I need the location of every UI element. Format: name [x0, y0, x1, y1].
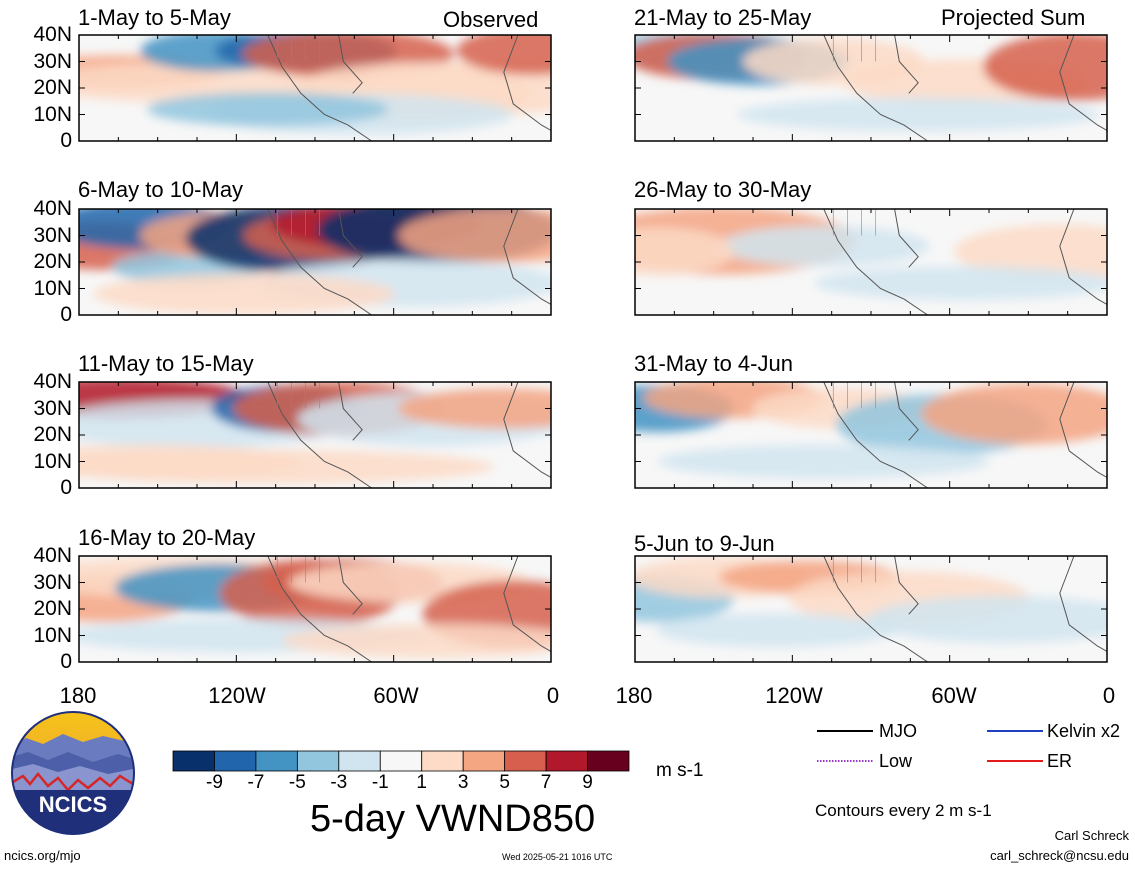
colorbar-label: 7 — [540, 772, 552, 793]
colorbar-label: -7 — [247, 772, 265, 793]
colorbar-label: -9 — [206, 772, 223, 793]
map-panel-right-2 — [635, 209, 1107, 315]
main-title: 5-day VWND850 — [310, 798, 596, 840]
map-panel-left-4 — [79, 556, 551, 662]
colorbar-label: 3 — [457, 772, 469, 793]
footer-email[interactable]: carl_schreck@ncsu.edu — [990, 848, 1129, 863]
footer-author: Carl Schreck — [1054, 828, 1129, 843]
y-tick-left-row1-3: 10N — [33, 102, 72, 126]
x-tick-60w-left: 60W — [373, 683, 419, 708]
panel-title-6: 26-May to 30-May — [634, 177, 812, 202]
panel-title-2: 6-May to 10-May — [78, 177, 244, 202]
y-tick-left-row3-2: 20N — [33, 423, 72, 446]
x-tick-0-left: 0 — [546, 683, 560, 708]
y-tick-left-row1-2: 20N — [33, 76, 72, 99]
y-tick-left-row3-1: 30N — [33, 396, 72, 420]
legend-note: Contours every 2 m s-1 — [815, 801, 992, 820]
y-tick-left-row4-3: 10N — [33, 623, 72, 647]
colorbar-swatch — [421, 750, 464, 772]
x-tick-0-right: 0 — [1102, 683, 1116, 708]
colorbar-swatch — [255, 750, 298, 772]
panel-title-4: 16-May to 20-May — [78, 525, 256, 550]
colorbar-swatch — [587, 750, 630, 772]
y-tick-left-row2-4: 0 — [60, 303, 72, 326]
x-tick-120w-right: 120W — [765, 683, 823, 708]
colorbar-swatch — [504, 750, 547, 772]
panel-title-5: 21-May to 25-May — [634, 5, 812, 30]
legend-kelvin-label: Kelvin x2 — [1047, 721, 1121, 741]
panel-title-8: 5-Jun to 9-Jun — [634, 531, 775, 556]
projected-label: Projected Sum — [941, 5, 1086, 30]
panel-title-1: 1-May to 5-May — [78, 5, 231, 30]
y-tick-left-row4-0: 40N — [33, 544, 72, 567]
colorbar-swatch — [172, 750, 215, 772]
map-panel-left-3 — [79, 382, 551, 488]
colorbar-swatch — [338, 750, 381, 772]
x-tick-60w-right: 60W — [931, 683, 977, 708]
y-tick-left-row1-1: 30N — [33, 49, 72, 73]
y-tick-left-row2-2: 20N — [33, 250, 72, 273]
colorbar-swatch — [214, 750, 257, 772]
legend-low-label: Low — [879, 751, 913, 771]
panel-title-7: 31-May to 4-Jun — [634, 351, 793, 376]
colorbar-label: -1 — [371, 772, 389, 793]
map-panels — [78, 34, 1108, 663]
y-tick-left-row4-1: 30N — [33, 570, 72, 594]
y-tick-left-row2-1: 30N — [33, 223, 72, 247]
colorbar-label: -5 — [288, 772, 306, 793]
map-panel-right-1 — [635, 35, 1107, 141]
colorbar — [172, 750, 630, 772]
y-tick-left-row1-0: 40N — [33, 23, 72, 46]
ncics-logo: NCICS — [11, 711, 135, 835]
y-tick-left-row4-4: 0 — [60, 650, 72, 673]
y-tick-left-row2-3: 10N — [33, 276, 72, 300]
colorbar-label: 1 — [416, 772, 427, 793]
y-tick-left-row3-0: 40N — [33, 370, 72, 393]
y-tick-left-row2-0: 40N — [33, 197, 72, 220]
panel-title-3: 11-May to 15-May — [78, 351, 254, 376]
y-tick-left-row1-4: 0 — [60, 129, 72, 152]
footer-timestamp: Wed 2025-05-21 1016 UTC — [502, 852, 613, 862]
colorbar-label: -3 — [330, 772, 348, 793]
observed-label: Observed — [443, 7, 539, 32]
footer-site[interactable]: ncics.org/mjo — [4, 848, 81, 863]
map-panel-left-2 — [79, 209, 551, 315]
legend-mjo-label: MJO — [879, 721, 917, 741]
y-tick-left-row3-3: 10N — [33, 449, 72, 473]
colorbar-swatch — [296, 750, 340, 772]
x-tick-120w-left: 120W — [208, 683, 266, 708]
legend-lines — [817, 730, 1043, 762]
colorbar-swatch — [462, 750, 506, 772]
logo-text: NCICS — [39, 792, 107, 817]
map-panel-left-1 — [79, 35, 551, 141]
colorbar-swatch — [379, 750, 423, 772]
colorbar-units: m s-1 — [656, 760, 704, 781]
colorbar-label: 9 — [582, 772, 593, 793]
map-panel-right-3 — [635, 382, 1107, 488]
x-tick-180-right: 180 — [615, 683, 653, 708]
colorbar-swatch — [545, 750, 588, 772]
map-panel-right-4 — [635, 556, 1107, 662]
x-tick-180-left: 180 — [59, 683, 97, 708]
y-tick-left-row4-2: 20N — [33, 597, 72, 620]
colorbar-label: 5 — [499, 772, 510, 793]
legend-er-label: ER — [1047, 751, 1073, 771]
y-tick-left-row3-4: 0 — [60, 476, 72, 499]
